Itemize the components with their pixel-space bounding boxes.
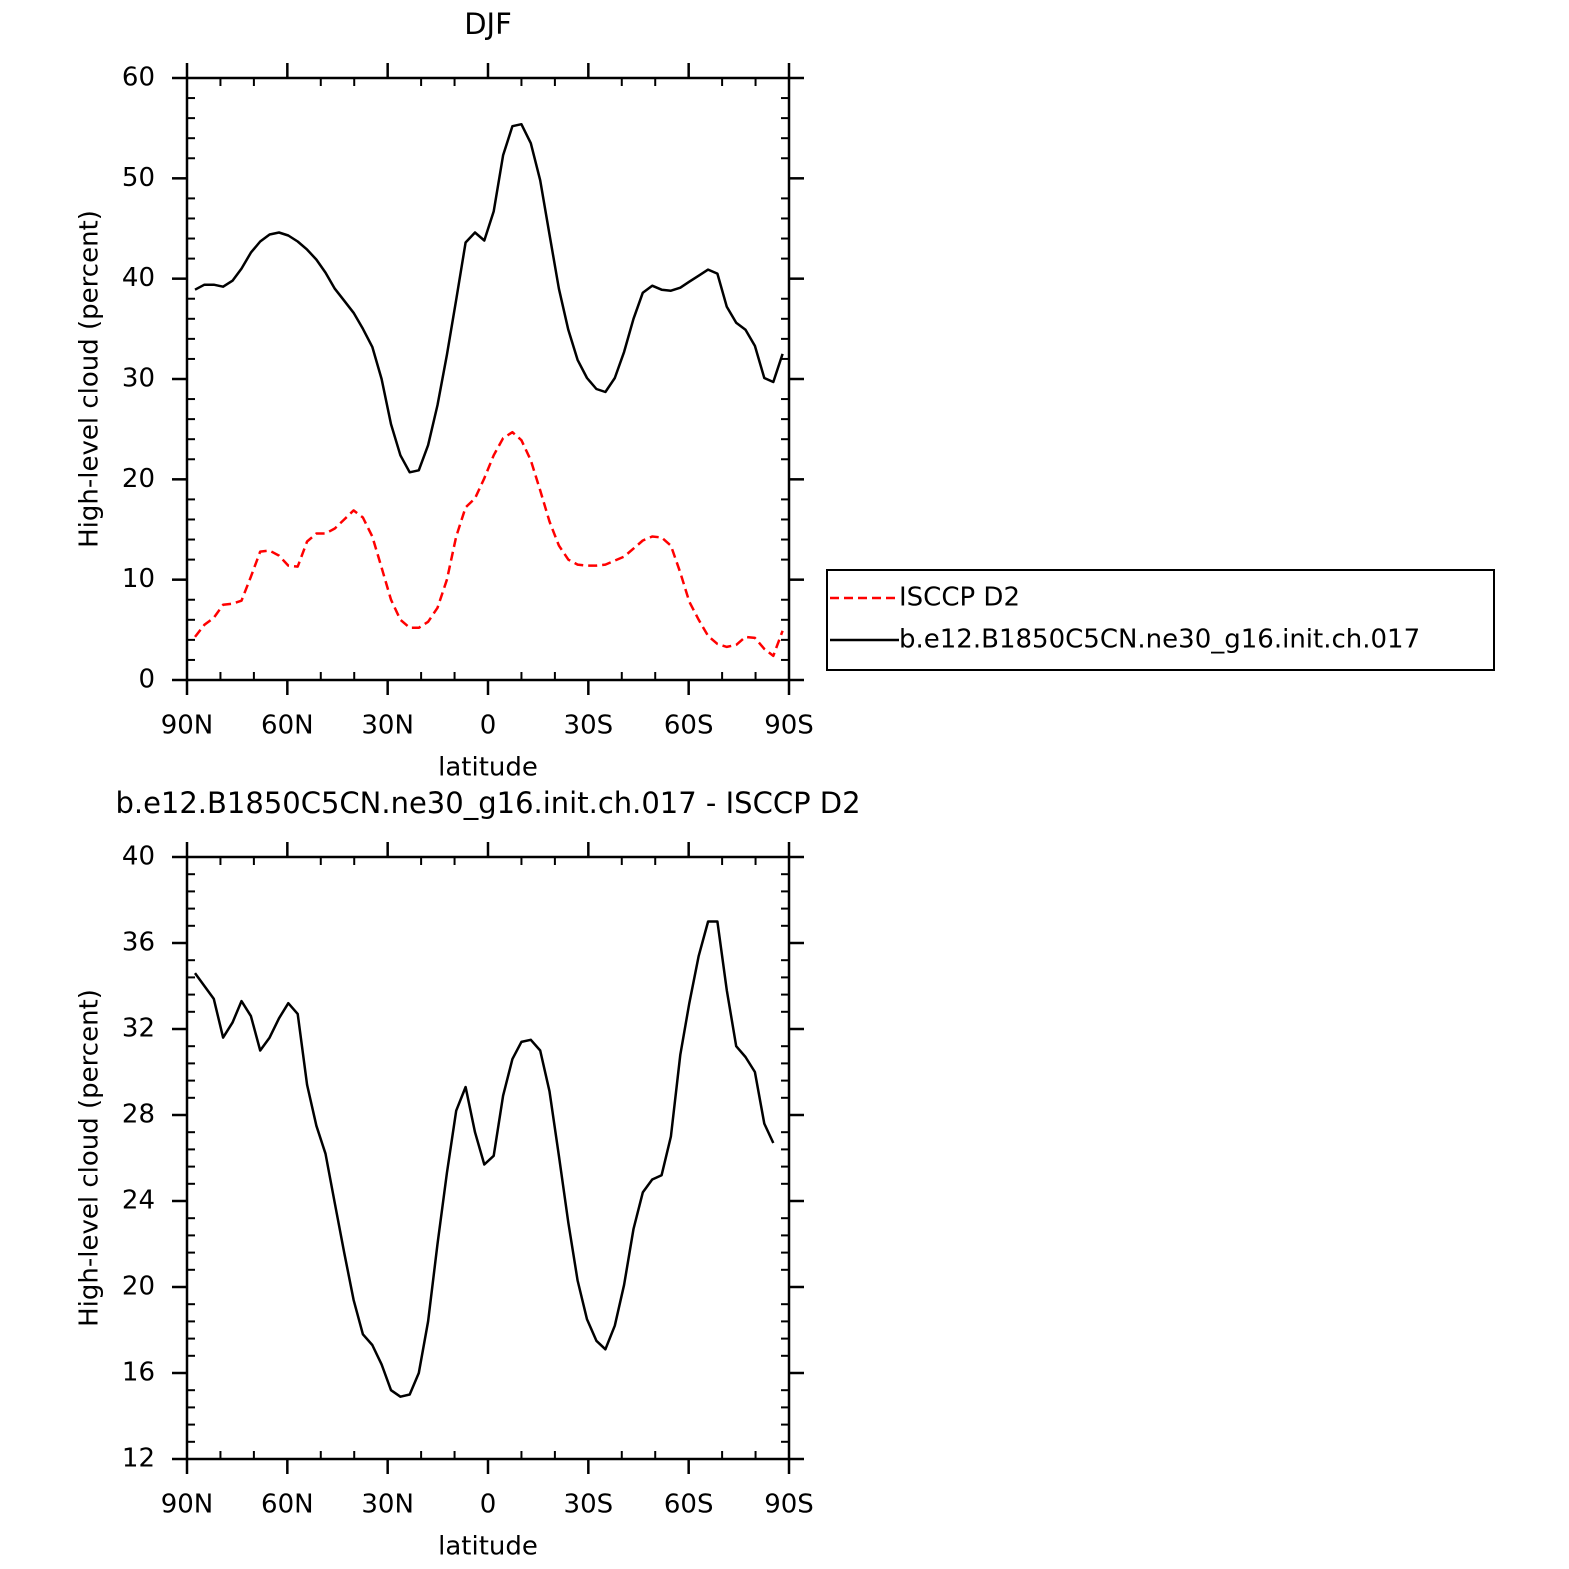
y-axis-label: High-level cloud (percent) xyxy=(75,210,105,548)
y-tick-label: 60 xyxy=(122,63,155,93)
legend-label: b.e12.B1850C5CN.ne30_g16.init.ch.017 xyxy=(899,625,1420,655)
x-tick-label: 0 xyxy=(480,1490,497,1520)
y-tick-label: 50 xyxy=(122,163,155,193)
x-tick-label: 30N xyxy=(361,711,414,741)
plot-frame xyxy=(185,855,791,1461)
x-tick-label: 90N xyxy=(161,711,214,741)
data-line xyxy=(194,430,784,658)
x-tick-label: 90S xyxy=(764,711,814,741)
x-tick-label: 30N xyxy=(361,1490,414,1520)
y-axis-label: High-level cloud (percent) xyxy=(75,989,105,1327)
x-tick-label: 30S xyxy=(564,1490,614,1520)
y-tick-label: 40 xyxy=(122,842,155,872)
x-axis-label: latitude xyxy=(438,1532,538,1562)
y-tick-label: 12 xyxy=(122,1444,155,1474)
y-tick-label: 28 xyxy=(122,1100,155,1130)
x-tick-label: 30S xyxy=(564,711,614,741)
plot-frame xyxy=(185,76,791,682)
y-tick-label: 20 xyxy=(122,1272,155,1302)
y-tick-label: 24 xyxy=(122,1186,155,1216)
y-tick-label: 30 xyxy=(122,364,155,394)
y-tick-label: 16 xyxy=(122,1358,155,1388)
x-tick-label: 60S xyxy=(664,711,714,741)
legend-box xyxy=(826,569,1495,671)
chart-title: b.e12.B1850C5CN.ne30_g16.init.ch.017 - I… xyxy=(115,786,860,820)
data-line xyxy=(194,122,784,474)
chart-title: DJF xyxy=(464,7,512,41)
x-tick-label: 60S xyxy=(664,1490,714,1520)
x-tick-label: 60N xyxy=(261,1490,314,1520)
y-tick-label: 32 xyxy=(122,1014,155,1044)
x-tick-label: 60N xyxy=(261,711,314,741)
x-tick-label: 0 xyxy=(480,711,497,741)
y-tick-label: 40 xyxy=(122,263,155,293)
x-tick-label: 90S xyxy=(764,1490,814,1520)
legend-label: ISCCP D2 xyxy=(899,583,1020,613)
y-tick-label: 0 xyxy=(138,665,155,695)
y-tick-label: 20 xyxy=(122,464,155,494)
y-tick-label: 10 xyxy=(122,564,155,594)
y-tick-label: 36 xyxy=(122,928,155,958)
x-tick-label: 90N xyxy=(161,1490,214,1520)
x-axis-label: latitude xyxy=(438,753,538,783)
data-line xyxy=(193,920,775,1398)
